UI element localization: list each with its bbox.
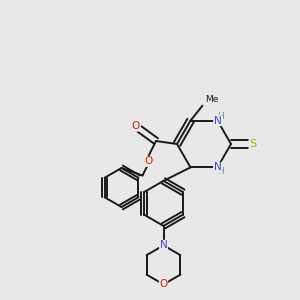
Text: N: N — [214, 116, 221, 126]
Text: O: O — [132, 121, 140, 131]
Text: Me: Me — [206, 95, 219, 104]
Text: S: S — [249, 139, 256, 149]
Text: O: O — [159, 279, 168, 290]
Text: O: O — [144, 156, 153, 167]
Text: N: N — [160, 240, 167, 250]
Text: N: N — [214, 162, 221, 172]
Text: H: H — [217, 112, 224, 121]
Text: H: H — [217, 167, 224, 176]
